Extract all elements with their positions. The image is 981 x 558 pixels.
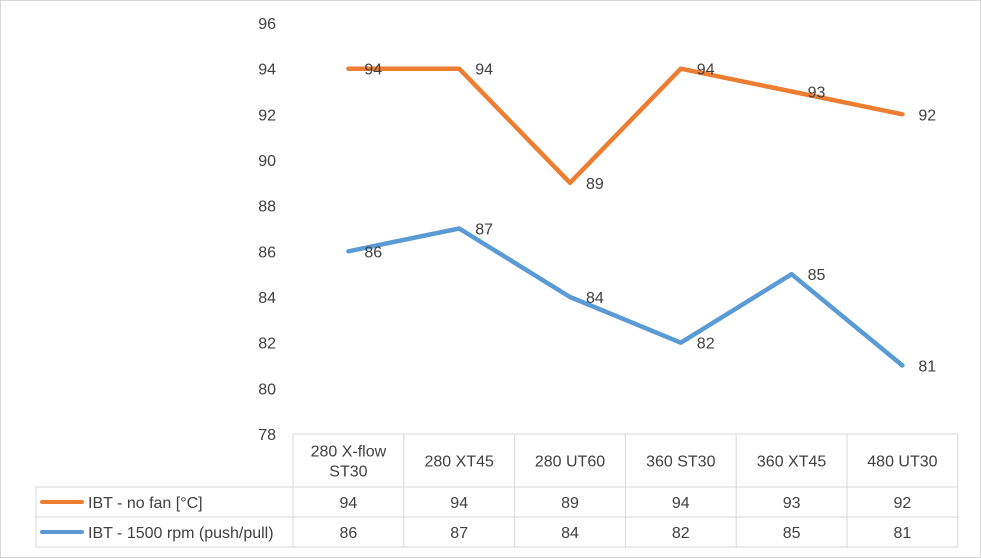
data-label: 89 bbox=[586, 176, 604, 193]
y-axis: 78 80 82 84 86 88 90 92 94 96 bbox=[258, 16, 276, 444]
data-labels: 94 94 89 94 93 92 86 87 84 82 85 81 bbox=[364, 62, 936, 376]
table-cell-value: 94 bbox=[340, 495, 358, 512]
table-cell-value: 92 bbox=[894, 495, 912, 512]
y-tick-label: 96 bbox=[258, 16, 276, 33]
legend-label: IBT - no fan [°C] bbox=[88, 495, 203, 512]
data-label: 82 bbox=[697, 336, 715, 353]
data-label: 93 bbox=[808, 85, 826, 102]
table-cell-value: 94 bbox=[672, 495, 690, 512]
data-label: 81 bbox=[918, 359, 936, 376]
y-tick-label: 84 bbox=[258, 290, 276, 307]
y-tick-label: 92 bbox=[258, 107, 276, 124]
category-label: 280 UT60 bbox=[535, 454, 605, 471]
y-tick-label: 88 bbox=[258, 199, 276, 216]
plot-area bbox=[346, 66, 905, 368]
y-tick-label: 78 bbox=[258, 427, 276, 444]
table-cell-value: 85 bbox=[783, 525, 801, 542]
y-tick-label: 94 bbox=[258, 62, 276, 79]
table-cell-value: 84 bbox=[561, 525, 579, 542]
table-cell-value: 87 bbox=[450, 525, 468, 542]
table-cell-value: 93 bbox=[783, 495, 801, 512]
data-label: 94 bbox=[364, 62, 382, 79]
legend-label: IBT - 1500 rpm (push/pull) bbox=[88, 525, 274, 542]
category-label: 280 X-flow bbox=[311, 444, 387, 461]
data-label: 94 bbox=[697, 62, 715, 79]
series-line bbox=[346, 226, 905, 368]
table-cell-value: 86 bbox=[340, 525, 358, 542]
category-label: 480 UT30 bbox=[867, 454, 937, 471]
data-label: 87 bbox=[475, 222, 493, 239]
data-label: 84 bbox=[586, 290, 604, 307]
y-tick-label: 82 bbox=[258, 336, 276, 353]
data-label: 85 bbox=[808, 267, 826, 284]
y-tick-label: 90 bbox=[258, 153, 276, 170]
y-tick-label: 86 bbox=[258, 244, 276, 261]
table-cell-value: 89 bbox=[561, 495, 579, 512]
table-cell-value: 81 bbox=[894, 525, 912, 542]
category-label: ST30 bbox=[329, 464, 367, 481]
table-cell-value: 94 bbox=[450, 495, 468, 512]
data-label: 94 bbox=[475, 62, 493, 79]
y-tick-label: 80 bbox=[258, 381, 276, 398]
table-cell-value: 82 bbox=[672, 525, 690, 542]
category-label: 280 XT45 bbox=[425, 454, 494, 471]
series-line bbox=[346, 66, 905, 186]
data-label: 92 bbox=[918, 107, 936, 124]
category-label: 360 XT45 bbox=[757, 454, 826, 471]
category-label: 360 ST30 bbox=[646, 454, 715, 471]
data-table: 280 X-flow ST30 280 XT45 280 UT60 360 ST30 36… bbox=[35, 433, 959, 548]
data-label: 86 bbox=[364, 244, 382, 261]
